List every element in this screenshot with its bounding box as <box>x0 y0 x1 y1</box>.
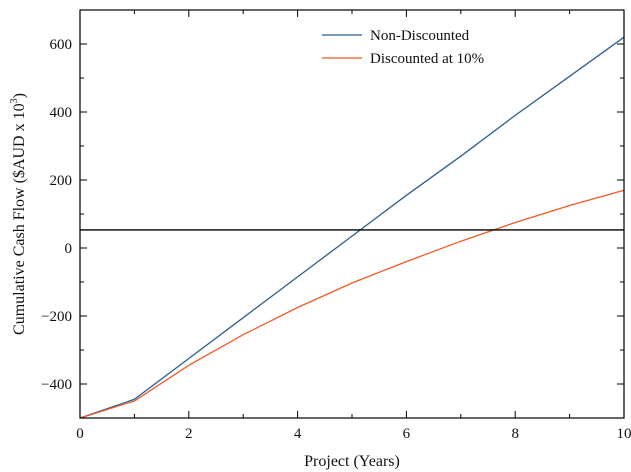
x-tick-label: 6 <box>403 426 411 442</box>
y-tick-label: −200 <box>41 309 72 325</box>
x-tick-label: 4 <box>294 426 302 442</box>
y-axis-title-superscript: 3 <box>9 98 20 103</box>
x-axis-title: Project (Years) <box>304 453 400 470</box>
y-tick-label: 200 <box>50 173 73 189</box>
y-axis-title-main: Cumulative Cash Flow ($AUD x 10 <box>11 103 28 335</box>
x-tick-label: 8 <box>511 426 519 442</box>
x-tick-label: 10 <box>617 426 631 442</box>
y-tick-label: 600 <box>50 37 73 53</box>
x-tick-label: 0 <box>76 426 84 442</box>
legend-label-1: Non-Discounted <box>370 28 470 44</box>
y-tick-label: 0 <box>65 241 73 257</box>
axes: 0 2 4 6 8 10 −400 −200 0 200 400 600 <box>41 9 631 442</box>
legend: Non-Discounted Discounted at 10% <box>322 28 484 67</box>
y-axis-title-close: ) <box>11 93 28 98</box>
y-tick-label: 400 <box>50 105 73 121</box>
legend-label-2: Discounted at 10% <box>370 51 484 67</box>
y-tick-label: −400 <box>41 377 72 393</box>
series-line-1 <box>79 36 625 419</box>
series-layer <box>79 36 625 419</box>
y-axis-title: Cumulative Cash Flow ($AUD x 103) <box>9 93 28 335</box>
series-line-2 <box>79 189 625 419</box>
x-tick-label: 2 <box>185 426 193 442</box>
